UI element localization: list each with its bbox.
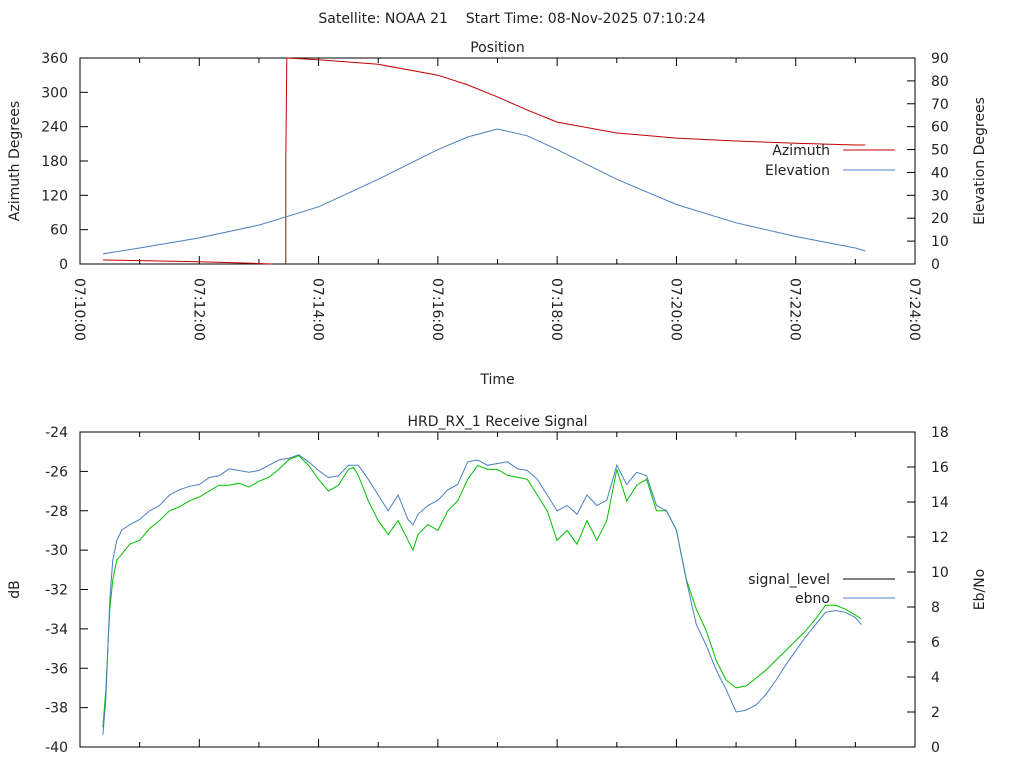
- page-title: Satellite: NOAA 21 Start Time: 08-Nov-20…: [318, 11, 705, 27]
- y2-tick-label: 16: [931, 460, 949, 476]
- x-tick-label: 07:10:00: [71, 278, 87, 341]
- y2-axis-label: Eb/No: [972, 569, 988, 611]
- receive-signal-chart: HRD_RX_1 Receive Signal -40 -38 -36 -34 -32 -3…: [7, 414, 988, 756]
- x-tick-label: 07:20:00: [667, 278, 683, 341]
- y2-tick-label: 10: [931, 565, 949, 581]
- y-tick-label: -26: [45, 464, 68, 480]
- y2-tick-label: 14: [931, 495, 949, 511]
- y2-tick-label: 10: [931, 234, 949, 250]
- plot-border: [79, 431, 916, 748]
- x-tick-label: 07:12:00: [190, 278, 206, 341]
- y2-tick-label: 18: [931, 425, 949, 441]
- y2-tick-label: 4: [931, 670, 940, 686]
- legend-label: signal_level: [748, 572, 830, 588]
- y2-axis-label: Elevation Degrees: [972, 97, 988, 225]
- y-tick-label: 360: [41, 51, 68, 67]
- y2-tick-label: 60: [931, 120, 949, 136]
- y-tick-label: 300: [41, 85, 68, 101]
- x-tick-label: 07:24:00: [906, 278, 922, 341]
- y-axis-label: Azimuth Degrees: [7, 101, 23, 221]
- y-tick-label: -36: [45, 661, 68, 677]
- y-tick-label: -40: [45, 740, 68, 756]
- y2-tick-label: 30: [931, 188, 949, 204]
- y2-tick-label: 80: [931, 74, 949, 90]
- y-tick-label: 240: [41, 120, 68, 136]
- legend-label: Azimuth: [772, 143, 830, 159]
- y2-tick-label: 8: [931, 600, 940, 616]
- series-line-elevation: [102, 128, 866, 255]
- y2-tick-label: 70: [931, 97, 949, 113]
- x-tick-label: 07:22:00: [787, 278, 803, 341]
- y-tick-label: -38: [45, 701, 68, 717]
- y-tick-label: 120: [41, 188, 68, 204]
- x-axis-label: Time: [479, 372, 514, 388]
- y2-tick-label: 0: [931, 257, 940, 273]
- y2-tick-label: 50: [931, 143, 949, 159]
- y2-tick-label: 20: [931, 211, 949, 227]
- y2-tick-label: 40: [931, 165, 949, 181]
- y-tick-label: -30: [45, 543, 68, 559]
- y-tick-label: -24: [45, 425, 68, 441]
- x-tick-label: 07:14:00: [310, 278, 326, 341]
- plot-border: [79, 57, 916, 265]
- x-tick-label: 07:18:00: [548, 278, 564, 341]
- y-axis-label: dB: [7, 580, 23, 599]
- series-line-azimuth: [102, 259, 272, 265]
- position-chart: Position 07:10:00 07:12:00 07:14:00 07:16:00…: [7, 40, 988, 388]
- y2-tick-label: 0: [931, 740, 940, 756]
- legend-label: ebno: [795, 591, 830, 607]
- y-tick-label: -34: [45, 622, 68, 638]
- y-tick-label: -28: [45, 504, 68, 520]
- series-line-ebno: [102, 454, 862, 735]
- y-tick-label: 0: [59, 257, 68, 273]
- series-line-azimuth: [285, 57, 866, 264]
- series-line-signal_level: [102, 455, 862, 728]
- y2-tick-label: 90: [931, 51, 949, 67]
- chart-title: HRD_RX_1 Receive Signal: [408, 414, 588, 430]
- x-tick-label: 07:16:00: [429, 278, 445, 341]
- y-tick-label: 180: [41, 154, 68, 170]
- y-tick-label: -32: [45, 583, 68, 599]
- chart-title: Position: [470, 40, 525, 56]
- y2-tick-label: 6: [931, 635, 940, 651]
- legend-label: Elevation: [765, 163, 830, 179]
- y2-tick-label: 12: [931, 530, 949, 546]
- y-tick-label: 60: [50, 223, 68, 239]
- y2-tick-label: 2: [931, 705, 940, 721]
